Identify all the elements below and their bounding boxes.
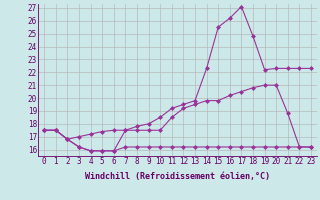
X-axis label: Windchill (Refroidissement éolien,°C): Windchill (Refroidissement éolien,°C) <box>85 172 270 181</box>
